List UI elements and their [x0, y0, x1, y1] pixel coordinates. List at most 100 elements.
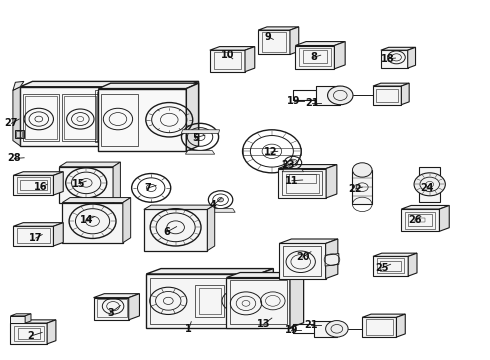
Bar	[150, 278, 255, 324]
Circle shape	[326, 320, 348, 337]
Bar	[299, 48, 331, 66]
Polygon shape	[326, 165, 337, 198]
Bar	[405, 212, 435, 229]
Polygon shape	[401, 83, 409, 105]
Bar	[286, 174, 319, 193]
Polygon shape	[373, 256, 408, 276]
Text: 7: 7	[144, 183, 150, 193]
Polygon shape	[258, 27, 299, 30]
Polygon shape	[362, 314, 405, 318]
Polygon shape	[94, 298, 129, 320]
Polygon shape	[401, 209, 440, 231]
Text: 1: 1	[185, 324, 192, 334]
Polygon shape	[352, 170, 372, 204]
Bar	[98, 299, 127, 317]
Polygon shape	[181, 130, 220, 134]
Polygon shape	[226, 273, 304, 278]
Bar	[415, 218, 425, 222]
Text: 27: 27	[5, 118, 18, 128]
Polygon shape	[381, 47, 416, 50]
Text: 3: 3	[107, 308, 114, 318]
Bar	[62, 94, 98, 140]
Polygon shape	[113, 162, 121, 203]
Polygon shape	[408, 47, 416, 68]
Polygon shape	[185, 150, 215, 154]
Polygon shape	[206, 209, 235, 212]
Polygon shape	[316, 86, 340, 105]
Polygon shape	[279, 239, 338, 243]
Text: 6: 6	[164, 227, 170, 237]
Bar	[138, 128, 146, 135]
Bar	[282, 171, 322, 195]
Polygon shape	[144, 210, 207, 251]
Bar	[16, 131, 22, 137]
Text: 22: 22	[349, 184, 362, 194]
Bar	[64, 96, 96, 139]
Bar	[15, 130, 24, 138]
Polygon shape	[381, 50, 408, 68]
Bar	[376, 89, 398, 102]
Text: 28: 28	[7, 153, 21, 163]
Polygon shape	[210, 46, 255, 50]
Circle shape	[414, 173, 445, 196]
Polygon shape	[278, 168, 326, 198]
Bar	[25, 96, 57, 139]
Polygon shape	[259, 269, 273, 328]
Bar	[289, 174, 316, 183]
Polygon shape	[315, 320, 337, 337]
Bar	[95, 90, 147, 142]
Polygon shape	[123, 198, 131, 243]
Polygon shape	[373, 253, 417, 256]
Polygon shape	[129, 294, 140, 320]
Text: 10: 10	[221, 50, 235, 60]
Text: 26: 26	[408, 215, 422, 225]
Polygon shape	[62, 203, 123, 243]
Text: 23: 23	[281, 160, 295, 170]
Polygon shape	[59, 167, 113, 203]
Polygon shape	[278, 165, 337, 168]
Polygon shape	[258, 30, 290, 54]
Polygon shape	[401, 206, 449, 209]
Polygon shape	[245, 46, 255, 72]
Text: 15: 15	[72, 179, 86, 189]
Polygon shape	[207, 205, 215, 251]
Text: 19: 19	[287, 96, 300, 106]
Polygon shape	[362, 318, 396, 337]
Polygon shape	[47, 320, 56, 344]
Polygon shape	[396, 314, 405, 337]
Text: 5: 5	[192, 133, 198, 143]
Polygon shape	[98, 83, 198, 89]
Polygon shape	[226, 278, 290, 328]
Polygon shape	[325, 253, 339, 266]
Text: 19: 19	[285, 325, 298, 335]
Bar	[262, 32, 286, 52]
Circle shape	[218, 198, 223, 202]
Text: 12: 12	[264, 147, 278, 157]
Polygon shape	[13, 172, 63, 175]
Polygon shape	[10, 323, 47, 344]
Bar	[20, 180, 47, 190]
Polygon shape	[13, 226, 53, 246]
Bar	[127, 128, 135, 135]
Polygon shape	[186, 81, 198, 146]
Polygon shape	[94, 294, 140, 298]
Polygon shape	[20, 87, 186, 146]
Polygon shape	[13, 87, 20, 146]
Polygon shape	[10, 314, 31, 316]
Polygon shape	[419, 167, 441, 202]
Circle shape	[352, 163, 372, 177]
Bar	[106, 128, 114, 135]
Text: 2: 2	[27, 331, 34, 341]
Polygon shape	[98, 89, 186, 151]
Text: 21: 21	[304, 320, 318, 330]
Polygon shape	[13, 175, 53, 195]
Bar	[98, 92, 144, 140]
Polygon shape	[62, 198, 131, 203]
Polygon shape	[10, 320, 56, 323]
Polygon shape	[295, 45, 334, 69]
Polygon shape	[334, 41, 345, 69]
Polygon shape	[25, 314, 31, 323]
Bar	[23, 94, 59, 140]
Bar	[18, 328, 40, 338]
Polygon shape	[373, 83, 409, 86]
